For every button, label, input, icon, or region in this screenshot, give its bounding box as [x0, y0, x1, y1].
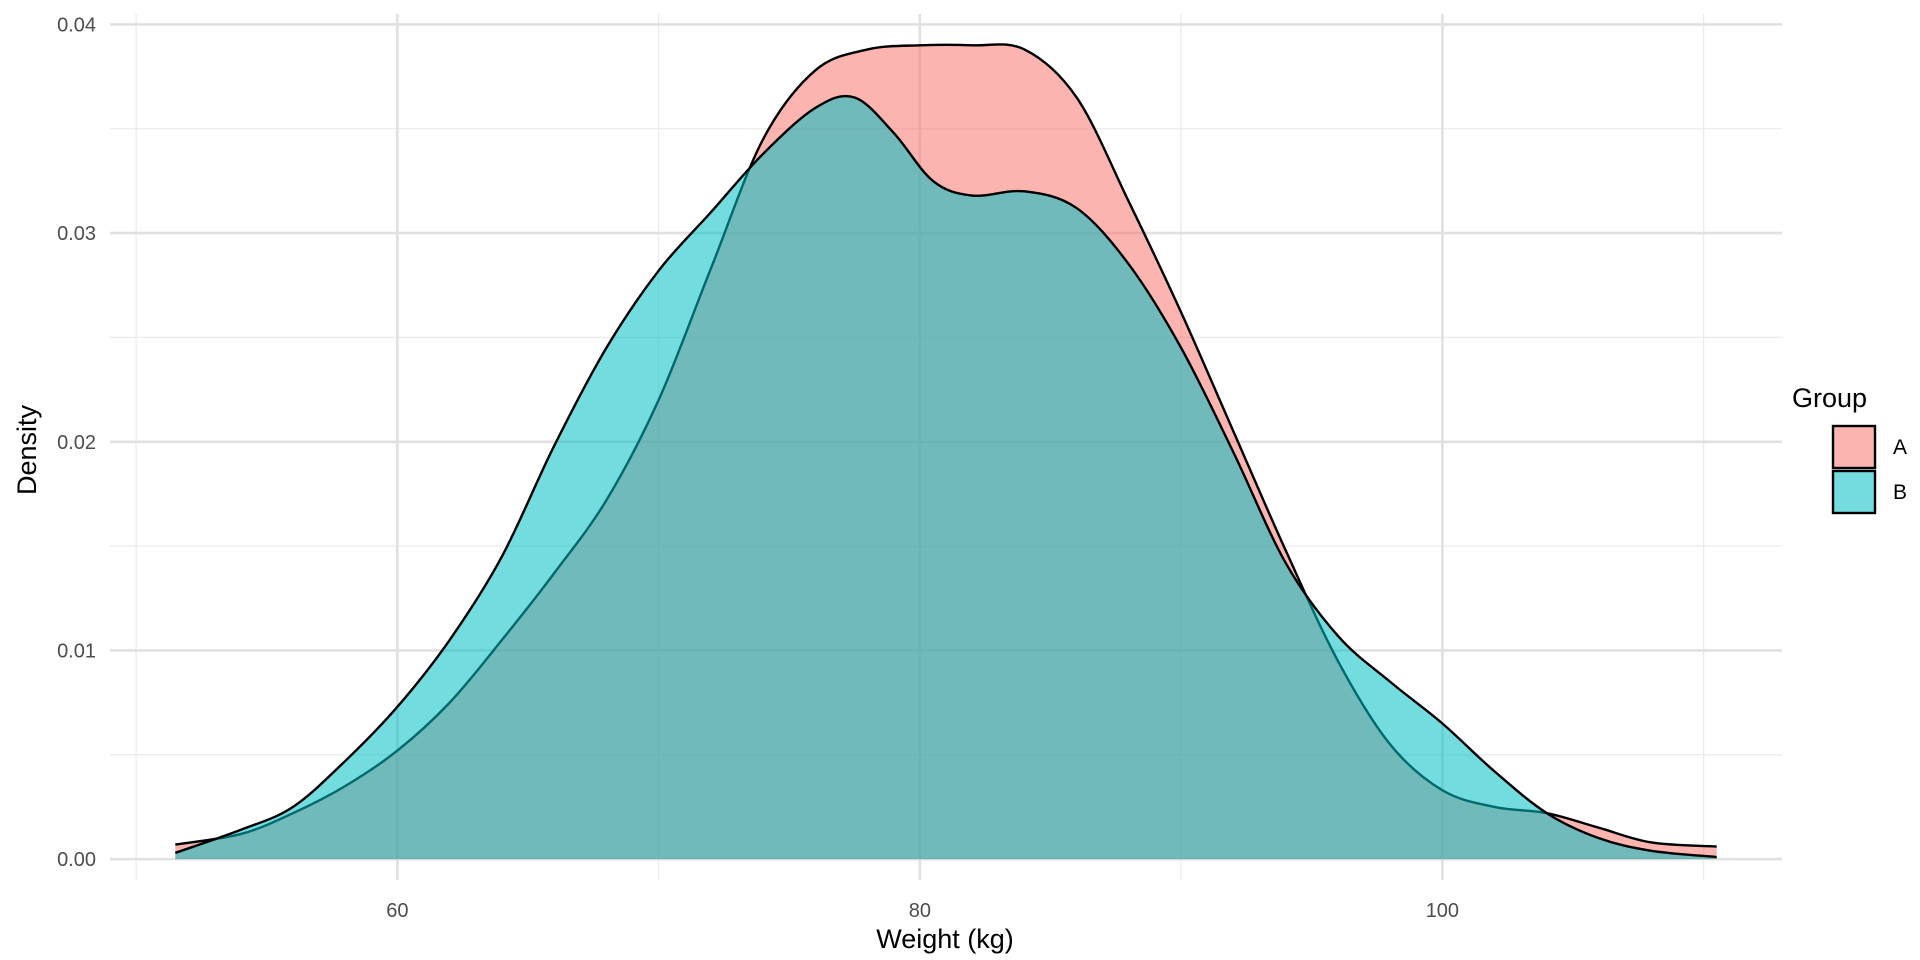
legend-items: AB — [1831, 424, 1907, 515]
y-tick-label: 0.03 — [57, 223, 96, 245]
y-axis-title: Density — [12, 404, 42, 495]
y-tick-label: 0.04 — [57, 14, 96, 36]
legend-title: Group — [1792, 383, 1867, 413]
density-line-b — [174, 94, 1717, 859]
x-tick-label: 80 — [909, 900, 931, 922]
x-tick-label: 100 — [1426, 900, 1459, 922]
y-tick-label: 0.00 — [57, 849, 96, 871]
x-axis-title: Weight (kg) — [876, 924, 1014, 954]
x-tick-labels: 60 80 100 — [386, 900, 1459, 922]
y-tick-labels: 0.00 0.01 0.02 0.03 0.04 — [57, 14, 96, 871]
density-areas — [174, 43, 1717, 860]
y-tick-label: 0.02 — [57, 432, 96, 454]
legend: Group AB — [1792, 383, 1907, 515]
legend-swatch-b — [1831, 469, 1877, 515]
legend-label-a: A — [1893, 436, 1907, 459]
density-area-b — [175, 96, 1717, 860]
legend-swatch-a — [1831, 424, 1877, 470]
y-tick-label: 0.01 — [57, 640, 96, 662]
x-tick-label: 60 — [386, 900, 408, 922]
legend-label-b: B — [1893, 481, 1907, 504]
